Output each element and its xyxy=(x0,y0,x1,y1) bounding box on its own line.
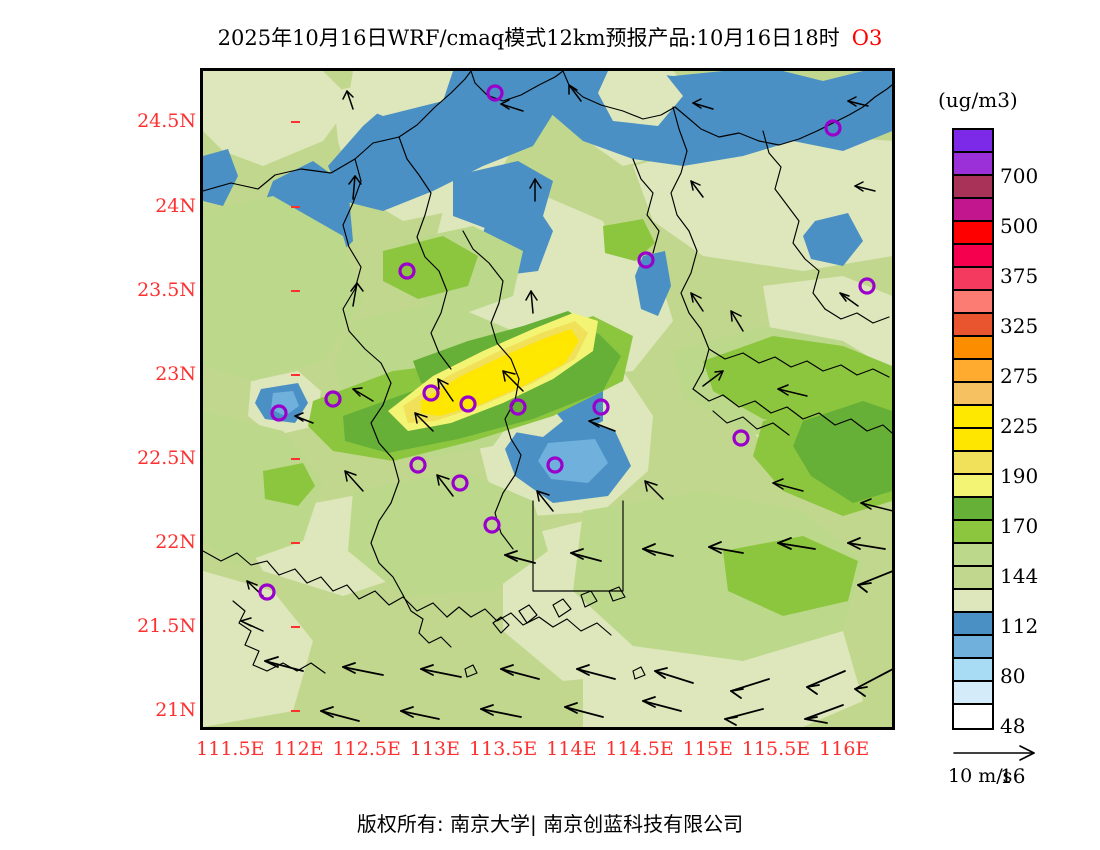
colorbar-cell xyxy=(954,498,992,521)
colorbar-cell xyxy=(954,383,992,406)
lat-tick-mark xyxy=(291,289,300,292)
lat-tick-mark xyxy=(291,457,300,460)
colorbar-cell xyxy=(954,360,992,383)
lon-tick-label: 113.5E xyxy=(469,738,538,760)
colorbar-tick-label: 16 xyxy=(1000,764,1026,788)
colorbar-cell xyxy=(954,199,992,222)
title-text: 2025年10月16日WRF/cmaq模式12km预报产品:10月16日18时 xyxy=(217,26,840,50)
lon-tick-label: 112E xyxy=(273,738,324,760)
colorbar-tick-label: 375 xyxy=(1000,264,1039,288)
colorbar-cell xyxy=(954,452,992,475)
colorbar[interactable] xyxy=(952,128,994,730)
lat-tick-mark xyxy=(291,541,300,544)
lon-tick-label: 116E xyxy=(819,738,870,760)
lat-tick-label: 23.5N xyxy=(137,278,196,301)
colorbar-tick-label: 144 xyxy=(1000,564,1039,588)
map-canvas xyxy=(203,71,892,727)
title-species: O3 xyxy=(851,26,883,50)
colorbar-cell xyxy=(954,176,992,199)
colorbar-tick-label: 170 xyxy=(1000,514,1039,538)
lon-tick-label: 114E xyxy=(546,738,597,760)
colorbar-cell xyxy=(954,130,992,153)
map-plot-frame[interactable] xyxy=(200,68,895,730)
lat-tick-label: 21.5N xyxy=(137,615,196,638)
wind-scale-label: 10 m/s xyxy=(948,765,1013,787)
colorbar-tick-label: 700 xyxy=(1000,164,1039,188)
colorbar-tick-label: 112 xyxy=(1000,614,1039,638)
colorbar-cell xyxy=(954,429,992,452)
colorbar-cell xyxy=(954,636,992,659)
colorbar-cell xyxy=(954,245,992,268)
colorbar-cell xyxy=(954,475,992,498)
colorbar-tick-label: 225 xyxy=(1000,414,1039,438)
lat-tick-mark xyxy=(291,710,300,713)
lat-tick-label: 24.5N xyxy=(137,110,196,133)
colorbar-cell xyxy=(954,613,992,636)
colorbar-cell xyxy=(954,291,992,314)
colorbar-cell xyxy=(954,659,992,682)
lat-tick-label: 22.5N xyxy=(137,446,196,469)
page-title: 2025年10月16日WRF/cmaq模式12km预报产品:10月16日18时 O… xyxy=(0,22,1100,52)
colorbar-cell xyxy=(954,682,992,705)
lon-tick-label: 113E xyxy=(409,738,461,760)
colorbar-tick-label: 190 xyxy=(1000,464,1039,488)
lat-tick-mark xyxy=(291,121,300,124)
lon-tick-label: 115.5E xyxy=(741,738,811,760)
latitude-axis: 24.5N 24N 23.5N 23N 22.5N 22N 21.5N 21N xyxy=(96,68,300,730)
longitude-axis: 111.5E 112E 112.5E 113E 113.5E 114E 114.5E 115E… xyxy=(140,738,960,768)
colorbar-cell xyxy=(954,567,992,590)
lat-tick-mark xyxy=(291,626,300,629)
colorbar-cell xyxy=(954,544,992,567)
lat-tick-label: 23N xyxy=(155,362,196,385)
colorbar-cell xyxy=(954,590,992,613)
lon-tick-label: 111.5E xyxy=(196,738,265,760)
lat-tick-label: 21N xyxy=(155,699,196,722)
colorbar-cell xyxy=(954,406,992,429)
lon-tick-label: 114.5E xyxy=(605,738,674,760)
wind-scale-legend: 10 m/s xyxy=(948,742,1078,787)
wind-arrow-icon xyxy=(953,745,1035,761)
colorbar-tick-label: 325 xyxy=(1000,314,1039,338)
lon-tick-label: 112.5E xyxy=(332,738,401,760)
lon-tick-label: 115E xyxy=(682,738,733,760)
colorbar-cell xyxy=(954,521,992,544)
colorbar-tick-label: 48 xyxy=(1000,714,1026,738)
lat-tick-label: 22N xyxy=(155,530,196,553)
colorbar-cell xyxy=(954,222,992,245)
lat-tick-mark xyxy=(291,205,300,208)
colorbar-cell xyxy=(954,153,992,176)
lat-tick-mark xyxy=(291,373,300,376)
lat-tick-label: 24N xyxy=(155,194,196,217)
colorbar-cell xyxy=(954,268,992,291)
copyright-footer: 版权所有: 南京大学| 南京创蓝科技有限公司 xyxy=(356,812,744,836)
colorbar-cell xyxy=(954,337,992,360)
map-contour-svg xyxy=(203,71,892,727)
colorbar-tick-label: 275 xyxy=(1000,364,1039,388)
colorbar-cell xyxy=(954,314,992,337)
colorbar-tick-label: 500 xyxy=(1000,214,1039,238)
colorbar-tick-label: 80 xyxy=(1000,664,1026,688)
colorbar-unit-label: (ug/m3) xyxy=(938,88,1018,112)
colorbar-cell xyxy=(954,705,992,728)
